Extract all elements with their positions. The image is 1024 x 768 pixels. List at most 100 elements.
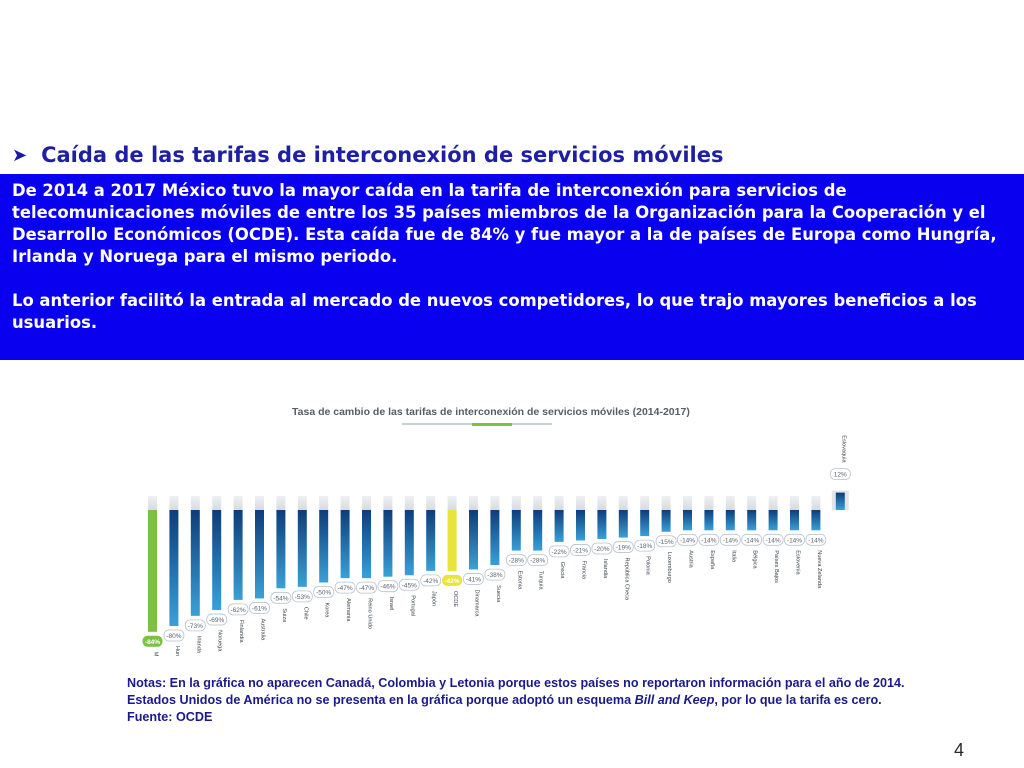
category-label: México: [153, 652, 159, 656]
category-label: Turquía: [538, 571, 544, 591]
category-label: Noruega: [217, 630, 223, 652]
category-label: Islandia: [602, 559, 608, 579]
value-label-bg: [805, 533, 827, 546]
bar: [212, 510, 222, 611]
category-label: Portugal: [409, 595, 415, 616]
value-label: -20%: [594, 546, 609, 553]
page-number: 4: [953, 740, 964, 760]
bar-stub: [661, 496, 671, 510]
value-label: -14%: [723, 537, 738, 544]
bar-stub: [511, 496, 521, 510]
value-label: -46%: [380, 584, 395, 591]
value-label: -62%: [231, 607, 246, 614]
value-label: -14%: [744, 537, 759, 544]
value-label: -41%: [466, 576, 481, 583]
value-label: -69%: [209, 617, 224, 624]
category-label: España: [709, 550, 715, 570]
notes-line-2: Estados Unidos de América no se presenta…: [127, 692, 1017, 709]
chart-svg: Tasa de cambio de las tarifas de interco…: [142, 406, 851, 656]
bar: [190, 510, 200, 616]
category-label: Chile: [302, 607, 308, 620]
value-label-bg: [484, 568, 506, 581]
value-label-bg: [463, 573, 484, 585]
chart-notes: Notas: En la gráfica no aparecen Canadá,…: [127, 675, 1017, 726]
bar: [768, 510, 778, 531]
bar-stub: [148, 496, 157, 510]
value-label-bg: [377, 580, 399, 593]
value-label-bg: [719, 533, 741, 546]
bar-stub: [554, 496, 564, 510]
bar-stub: [597, 496, 607, 510]
value-label-bg: [527, 554, 549, 567]
category-label: Italia: [730, 550, 736, 563]
category-label: Japón: [431, 591, 437, 606]
bar: [554, 510, 564, 542]
value-label-bg: [612, 541, 634, 553]
value-label-bg: [655, 535, 677, 548]
value-label-bg: [762, 533, 784, 546]
bar-stub: [790, 496, 799, 510]
value-label: -14%: [680, 537, 695, 544]
bar: [426, 510, 436, 571]
bar: [790, 510, 799, 531]
bar: [704, 510, 714, 531]
bar: [811, 510, 821, 531]
bar-stub: [383, 496, 393, 510]
interconnection-chart: Tasa de cambio de las tarifas de interco…: [140, 398, 860, 656]
bar-stub: [704, 496, 714, 510]
bar: [725, 510, 735, 531]
value-label-bg: [829, 468, 851, 480]
value-label: -42%: [445, 578, 460, 585]
bar: [835, 492, 845, 510]
category-label: Nueva Zelanda: [816, 550, 822, 589]
category-label: Suecia: [495, 585, 501, 603]
bar-stub: [319, 496, 329, 510]
value-label: -38%: [487, 572, 502, 579]
category-label: Korea: [324, 603, 330, 619]
bar: [469, 510, 478, 570]
value-label-bg: [442, 574, 463, 586]
category-label: Irlanda: [195, 636, 201, 654]
value-label: -45%: [402, 582, 417, 589]
bar: [511, 510, 521, 551]
category-label: Polonia: [645, 556, 651, 576]
bar: [618, 510, 628, 538]
value-label: -21%: [573, 547, 588, 554]
value-label-bg: [398, 578, 420, 591]
bar: [297, 510, 307, 587]
value-label-bg: [249, 602, 270, 614]
category-label: Hungría: [174, 646, 180, 656]
value-label-bg: [313, 586, 335, 598]
value-label-bg: [570, 544, 591, 556]
value-label-bg: [677, 533, 698, 546]
value-label: -73%: [188, 623, 203, 630]
value-label: -14%: [701, 537, 716, 544]
value-label: -53%: [295, 594, 310, 601]
bar: [169, 510, 179, 626]
category-label: Suiza: [281, 608, 287, 623]
bar-stub: [640, 496, 650, 510]
notes-line-2-prefix: Estados Unidos de América no se presenta…: [127, 693, 635, 707]
bar: [576, 510, 585, 541]
category-label: Reino Unido: [367, 598, 373, 629]
value-label: -14%: [808, 537, 823, 544]
bar: [255, 510, 264, 599]
category-label: Eslovaquia: [840, 435, 846, 463]
value-label: -28%: [530, 558, 545, 565]
value-label: -28%: [509, 558, 524, 565]
value-label: -18%: [637, 543, 652, 550]
value-label: -80%: [166, 633, 181, 640]
bar-stub: [426, 496, 436, 510]
category-label: Países Bajos: [773, 550, 779, 583]
value-label-bg: [784, 533, 805, 546]
bar-stub: [576, 496, 585, 510]
notes-line-2-suffix: , por lo que la tarifa es cero.: [714, 693, 882, 707]
bar-stub: [768, 496, 778, 510]
title-accent: [472, 423, 512, 426]
category-label: Bélgica: [752, 550, 758, 569]
bar-stub: [683, 496, 692, 510]
value-label: -47%: [338, 585, 353, 592]
value-label: -61%: [252, 605, 267, 612]
bar-stub: [297, 496, 307, 510]
bar-stub: [255, 496, 264, 510]
